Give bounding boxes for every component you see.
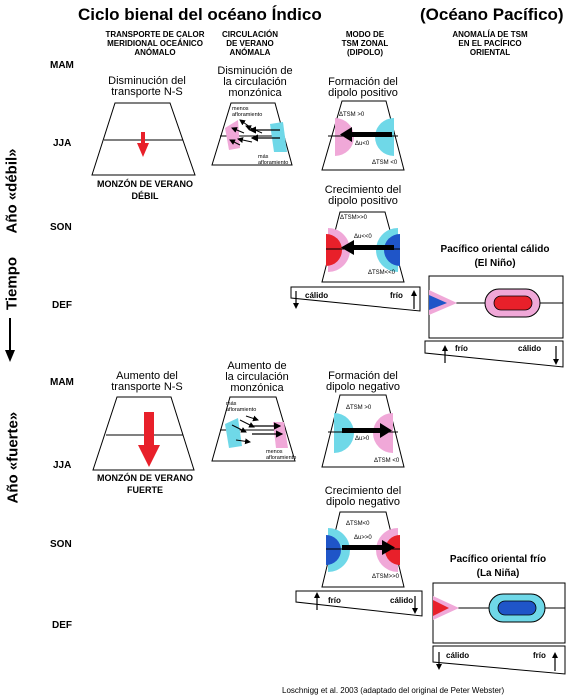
- time-arrow: [5, 318, 15, 362]
- strong-bar-cold-label: frío: [328, 596, 341, 605]
- weak-circ-more-upwelling: más afloramiento: [258, 154, 289, 166]
- weak-heat-trapezoid: [91, 102, 196, 176]
- weak-circ-title: Disminución de la circulación monzónica: [217, 65, 293, 99]
- season-jja-1: JJA: [53, 138, 72, 149]
- weak-dip1-sst-east: ΔTSM <0: [372, 160, 398, 166]
- weak-dipole-growth: [321, 211, 405, 283]
- header-pacific: ANOMALÍA DE TSM EN EL PACÍFICO ORIENTAL: [452, 30, 528, 57]
- weak-monsoon-note: MONZÓN DE VERANO DÉBIL: [96, 179, 193, 201]
- strong-dip2-u: Δu>>0: [354, 535, 372, 541]
- pacific-cold-bar: [432, 645, 566, 675]
- strong-dip2-sst-west: ΔTSM<0: [346, 521, 370, 527]
- header-circulation: CIRCULACIÓN DE VERANO ANÓMALA: [222, 30, 278, 57]
- strong-dip1-u: Δu>0: [355, 436, 370, 442]
- credit-line: Loschnigg et al. 2003 (adaptado del orig…: [282, 686, 505, 695]
- weak-dip1-sst-west: ΔTSM >0: [339, 112, 365, 118]
- strong-indian-bar: [295, 590, 423, 617]
- pacific-warm-title: Pacífico oriental cálido (El Niño): [440, 244, 550, 269]
- pacific-cold-box: [432, 582, 566, 644]
- strong-circ-less-upwelling: menos afloramiento: [266, 449, 297, 461]
- strong-dipole-growth-title: Crecimiento del dipolo negativo: [324, 485, 402, 508]
- pacific-cold-title: Pacífico oriental frío (La Niña): [449, 554, 547, 579]
- season-jja-2: JJA: [53, 460, 72, 471]
- weak-dipole-growth-title: Crecimiento del dipolo positivo: [324, 184, 402, 207]
- weak-transport-arrow: [137, 132, 149, 157]
- season-mam-1: MAM: [50, 60, 74, 71]
- weak-dip2-sst-east: ΔTSM<<0: [368, 270, 396, 276]
- strong-monsoon-note: MONZÓN DE VERANO FUERTE: [96, 473, 193, 495]
- strong-dipole-formation: [321, 394, 405, 468]
- weak-dipole-formation-title: Formación del dipolo positivo: [328, 76, 398, 99]
- weak-dip2-sst-west: ΔTSM>>0: [340, 215, 368, 221]
- strong-transport-arrow: [138, 412, 160, 467]
- strong-circ-title: Aumento de la circulación monzónica: [225, 360, 289, 394]
- pacific-cold-bar-right: frío: [533, 651, 546, 660]
- weak-bar-warm-label: cálido: [305, 291, 329, 300]
- weak-circulation-panel: [211, 102, 293, 166]
- strong-circ-more-upwelling: más afloramiento: [226, 401, 257, 413]
- strong-dip1-sst-west: ΔTSM >0: [346, 405, 372, 411]
- pacific-warm-box: [428, 275, 564, 339]
- weak-circ-less-upwelling: menos afloramiento: [232, 106, 263, 118]
- strong-circulation-panel: [211, 396, 296, 462]
- season-mam-2: MAM: [50, 377, 74, 388]
- strong-heat-title: Aumento del transporte N-S: [111, 370, 183, 393]
- pacific-warm-bar-left: frío: [455, 344, 468, 353]
- weak-dipole-formation: [321, 100, 405, 171]
- weak-dip2-u: Δu<<0: [354, 234, 372, 240]
- season-son-2: SON: [50, 539, 72, 550]
- strong-dipole-growth: [321, 511, 405, 588]
- season-def-1: DEF: [52, 300, 72, 311]
- strong-bar-warm-label: cálido: [390, 596, 414, 605]
- strong-dip1-sst-east: ΔTSM <0: [374, 458, 400, 464]
- pacific-cold-bar-left: cálido: [446, 651, 470, 660]
- header-heat-transport: TRANSPORTE DE CALOR MERIDIONAL OCEÁNICO …: [105, 30, 205, 57]
- weak-indian-bar: [290, 286, 421, 312]
- season-def-2: DEF: [52, 620, 72, 631]
- pacific-title: (Océano Pacífico): [420, 5, 564, 24]
- weak-bar-cold-label: frío: [390, 291, 403, 300]
- header-dipole: MODO DE TSM ZONAL (DIPOLO): [341, 30, 389, 57]
- weak-heat-title: Disminución del transporte N-S: [108, 75, 186, 98]
- strong-dipole-formation-title: Formación del dipolo negativo: [325, 370, 400, 393]
- pacific-warm-bar-right: cálido: [518, 344, 542, 353]
- strong-dip2-sst-east: ΔTSM>>0: [372, 574, 400, 580]
- diagram-title: Ciclo bienal del océano Índico: [78, 5, 322, 24]
- strong-heat-trapezoid: [92, 396, 195, 471]
- weak-dip1-u: Δu<0: [355, 141, 370, 147]
- season-son-1: SON: [50, 222, 72, 233]
- pacific-warm-bar: [424, 340, 564, 368]
